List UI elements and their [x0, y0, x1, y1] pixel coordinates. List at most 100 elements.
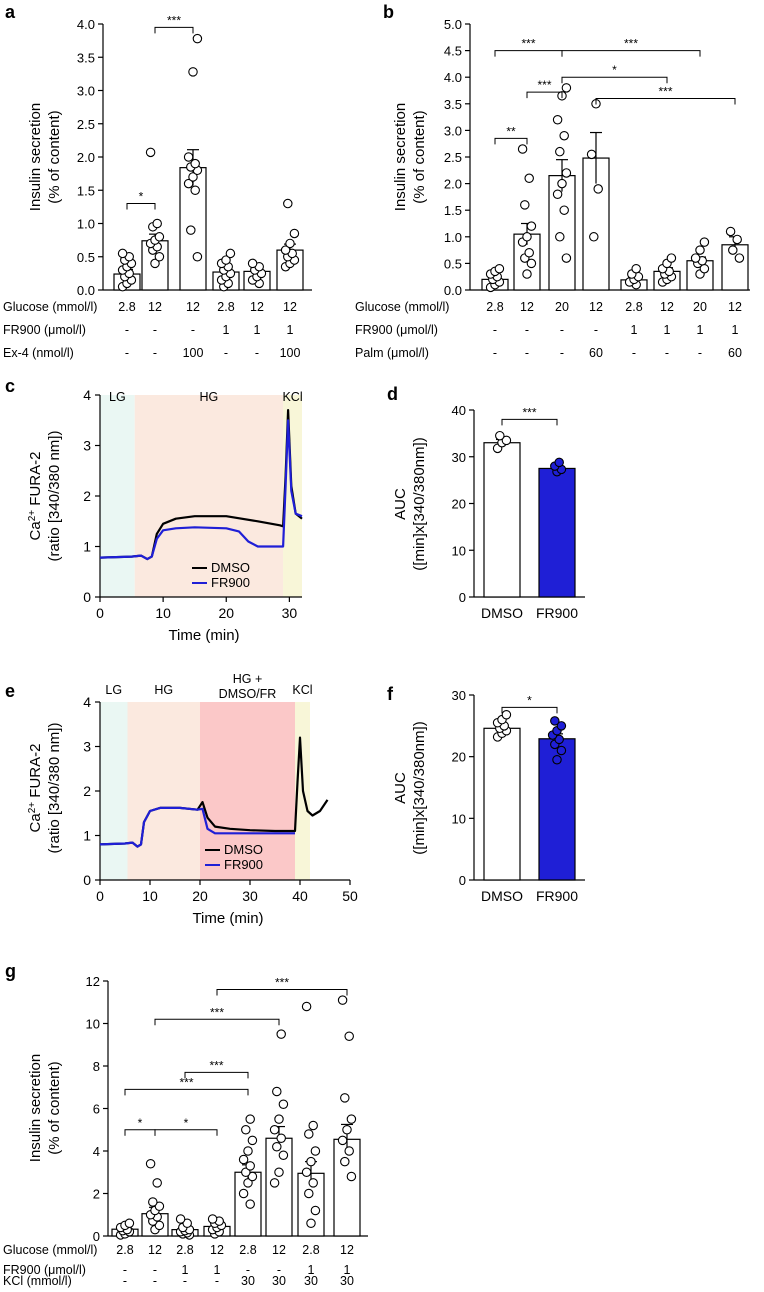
data-point: [276, 1133, 286, 1144]
data-point: [555, 146, 565, 157]
condition-value: 30: [340, 1274, 354, 1288]
x-category-label: DMSO: [481, 888, 523, 904]
condition-value: 100: [280, 346, 301, 360]
condition-value: 12: [210, 1243, 224, 1257]
data-point: [561, 253, 572, 263]
condition-value: 1: [308, 1263, 315, 1277]
y-axis-label: AUC: [392, 772, 409, 804]
significance-bracket: [124, 1129, 156, 1136]
y-tick-label: 0.5: [444, 256, 462, 271]
y-tick-label: 20: [452, 750, 466, 765]
significance-bracket: [154, 1018, 280, 1026]
y-axis-label: Insulin secretion: [27, 103, 44, 211]
y-tick-label: 4: [83, 387, 91, 403]
condition-value: -: [153, 323, 157, 337]
data-point: [152, 1178, 162, 1188]
y-tick-label: 3.0: [77, 84, 95, 99]
bar: [538, 467, 576, 598]
y-axis-label: (ratio [340/380 nm]): [46, 431, 63, 562]
condition-value: -: [277, 1263, 281, 1277]
condition-value: 1: [223, 323, 230, 337]
data-point: [552, 115, 563, 125]
data-point: [182, 1218, 192, 1229]
condition-value: -: [153, 346, 157, 360]
significance-bracket: [154, 1129, 218, 1136]
y-tick-label: 12: [86, 974, 100, 989]
condition-value: 1: [287, 323, 294, 337]
data-point: [666, 253, 677, 263]
phase-label: HG: [200, 390, 219, 404]
data-point: [586, 149, 597, 160]
condition-value: -: [125, 346, 129, 360]
data-point: [554, 457, 564, 468]
condition-value: 1: [732, 323, 739, 337]
significance-label: ***: [209, 1058, 223, 1072]
y-tick-label: 10: [86, 1017, 100, 1032]
significance-label: *: [527, 693, 532, 707]
x-tick-label: 20: [192, 888, 208, 904]
data-point: [304, 1129, 314, 1139]
significance-bracket: [126, 203, 156, 210]
x-category-label: FR900: [536, 888, 578, 904]
condition-label: Ex-4 (nmol/l): [3, 346, 74, 360]
bar: [483, 442, 521, 598]
condition-value: -: [255, 346, 259, 360]
data-point: [301, 1001, 312, 1012]
data-point: [340, 1093, 350, 1103]
significance-label: **: [506, 124, 516, 138]
y-tick-label: 1.0: [77, 217, 95, 232]
condition-value: 60: [589, 346, 603, 360]
data-point: [501, 709, 512, 720]
condition-value: 30: [272, 1274, 286, 1288]
condition-label: FR900 (μmol/l): [355, 323, 438, 337]
panel-label: f: [387, 684, 394, 704]
y-tick-label: 3.5: [444, 97, 462, 112]
y-tick-label: 4: [83, 694, 91, 710]
data-point: [243, 1178, 253, 1188]
data-point: [221, 255, 231, 265]
x-tick-label: 40: [292, 888, 308, 904]
y-tick-label: 5.0: [444, 17, 462, 32]
significance-bracket: [501, 706, 558, 714]
data-point: [241, 1167, 251, 1178]
data-point: [517, 144, 528, 154]
y-tick-label: 6: [93, 1102, 100, 1117]
x-tick-label: 30: [282, 605, 298, 621]
data-point: [520, 200, 530, 210]
y-axis-label: (ratio [340/380 nm]): [46, 723, 63, 854]
data-point: [278, 1099, 289, 1110]
y-axis-label: (% of content): [46, 110, 63, 203]
condition-value: 2.8: [118, 300, 135, 314]
bar: [686, 260, 714, 291]
data-point: [272, 1086, 282, 1097]
condition-value: -: [224, 346, 228, 360]
data-point: [192, 252, 203, 262]
panel-d: d 0 10 20 30 40 AUC ([min]x[340/380nm]) DMSO FR90…: [387, 384, 585, 621]
condition-value: -: [123, 1274, 127, 1288]
significance-bracket: [561, 76, 668, 84]
data-point: [561, 168, 572, 178]
y-axis-label: (% of content): [46, 1061, 63, 1154]
phase-label: LG: [105, 683, 122, 697]
data-point: [304, 1188, 314, 1199]
data-point: [337, 995, 348, 1005]
y-tick-label: 20: [452, 497, 466, 512]
y-tick-label: 30: [452, 688, 466, 703]
data-point: [241, 1125, 251, 1135]
data-point: [238, 1154, 249, 1165]
y-tick-label: 1.5: [444, 203, 462, 218]
condition-value: -: [123, 1263, 127, 1277]
x-tick-label: 10: [155, 605, 171, 621]
condition-value: -: [215, 1274, 219, 1288]
data-point: [524, 173, 534, 184]
y-tick-label: 3.5: [77, 50, 95, 65]
series-line: [99, 419, 303, 561]
data-point: [274, 1114, 284, 1124]
condition-value: 60: [728, 346, 742, 360]
condition-value: 12: [186, 300, 200, 314]
condition-value: 2.8: [116, 1243, 133, 1257]
condition-value: 2.8: [217, 300, 234, 314]
bar: [265, 1137, 293, 1237]
condition-value: 12: [148, 1243, 162, 1257]
data-point: [342, 1125, 352, 1135]
